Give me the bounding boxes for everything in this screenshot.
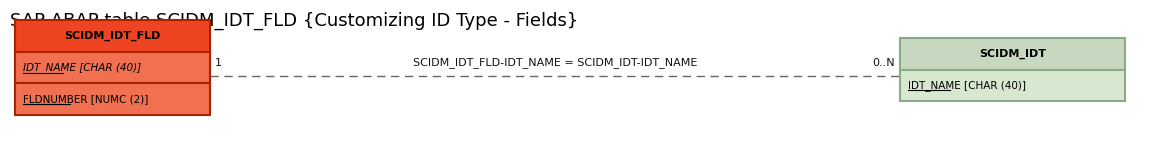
- Bar: [900, 38, 1125, 69]
- Text: SCIDM_IDT_FLD-IDT_NAME = SCIDM_IDT-IDT_NAME: SCIDM_IDT_FLD-IDT_NAME = SCIDM_IDT-IDT_N…: [413, 57, 698, 68]
- Text: FLDNUMBER [NUMC (2)]: FLDNUMBER [NUMC (2)]: [23, 94, 148, 104]
- Text: IDT_NAME [CHAR (40)]: IDT_NAME [CHAR (40)]: [23, 62, 142, 73]
- Text: SCIDM_IDT_FLD: SCIDM_IDT_FLD: [64, 31, 161, 41]
- Text: 1: 1: [215, 58, 222, 68]
- Text: SCIDM_IDT: SCIDM_IDT: [980, 49, 1046, 59]
- Text: 0..N: 0..N: [872, 58, 895, 68]
- Bar: [15, 20, 209, 52]
- Bar: [15, 52, 209, 83]
- Bar: [15, 83, 209, 115]
- Text: SAP ABAP table SCIDM_IDT_FLD {Customizing ID Type - Fields}: SAP ABAP table SCIDM_IDT_FLD {Customizin…: [10, 12, 578, 30]
- Text: IDT_NAME [CHAR (40)]: IDT_NAME [CHAR (40)]: [908, 80, 1026, 91]
- Bar: [900, 69, 1125, 101]
